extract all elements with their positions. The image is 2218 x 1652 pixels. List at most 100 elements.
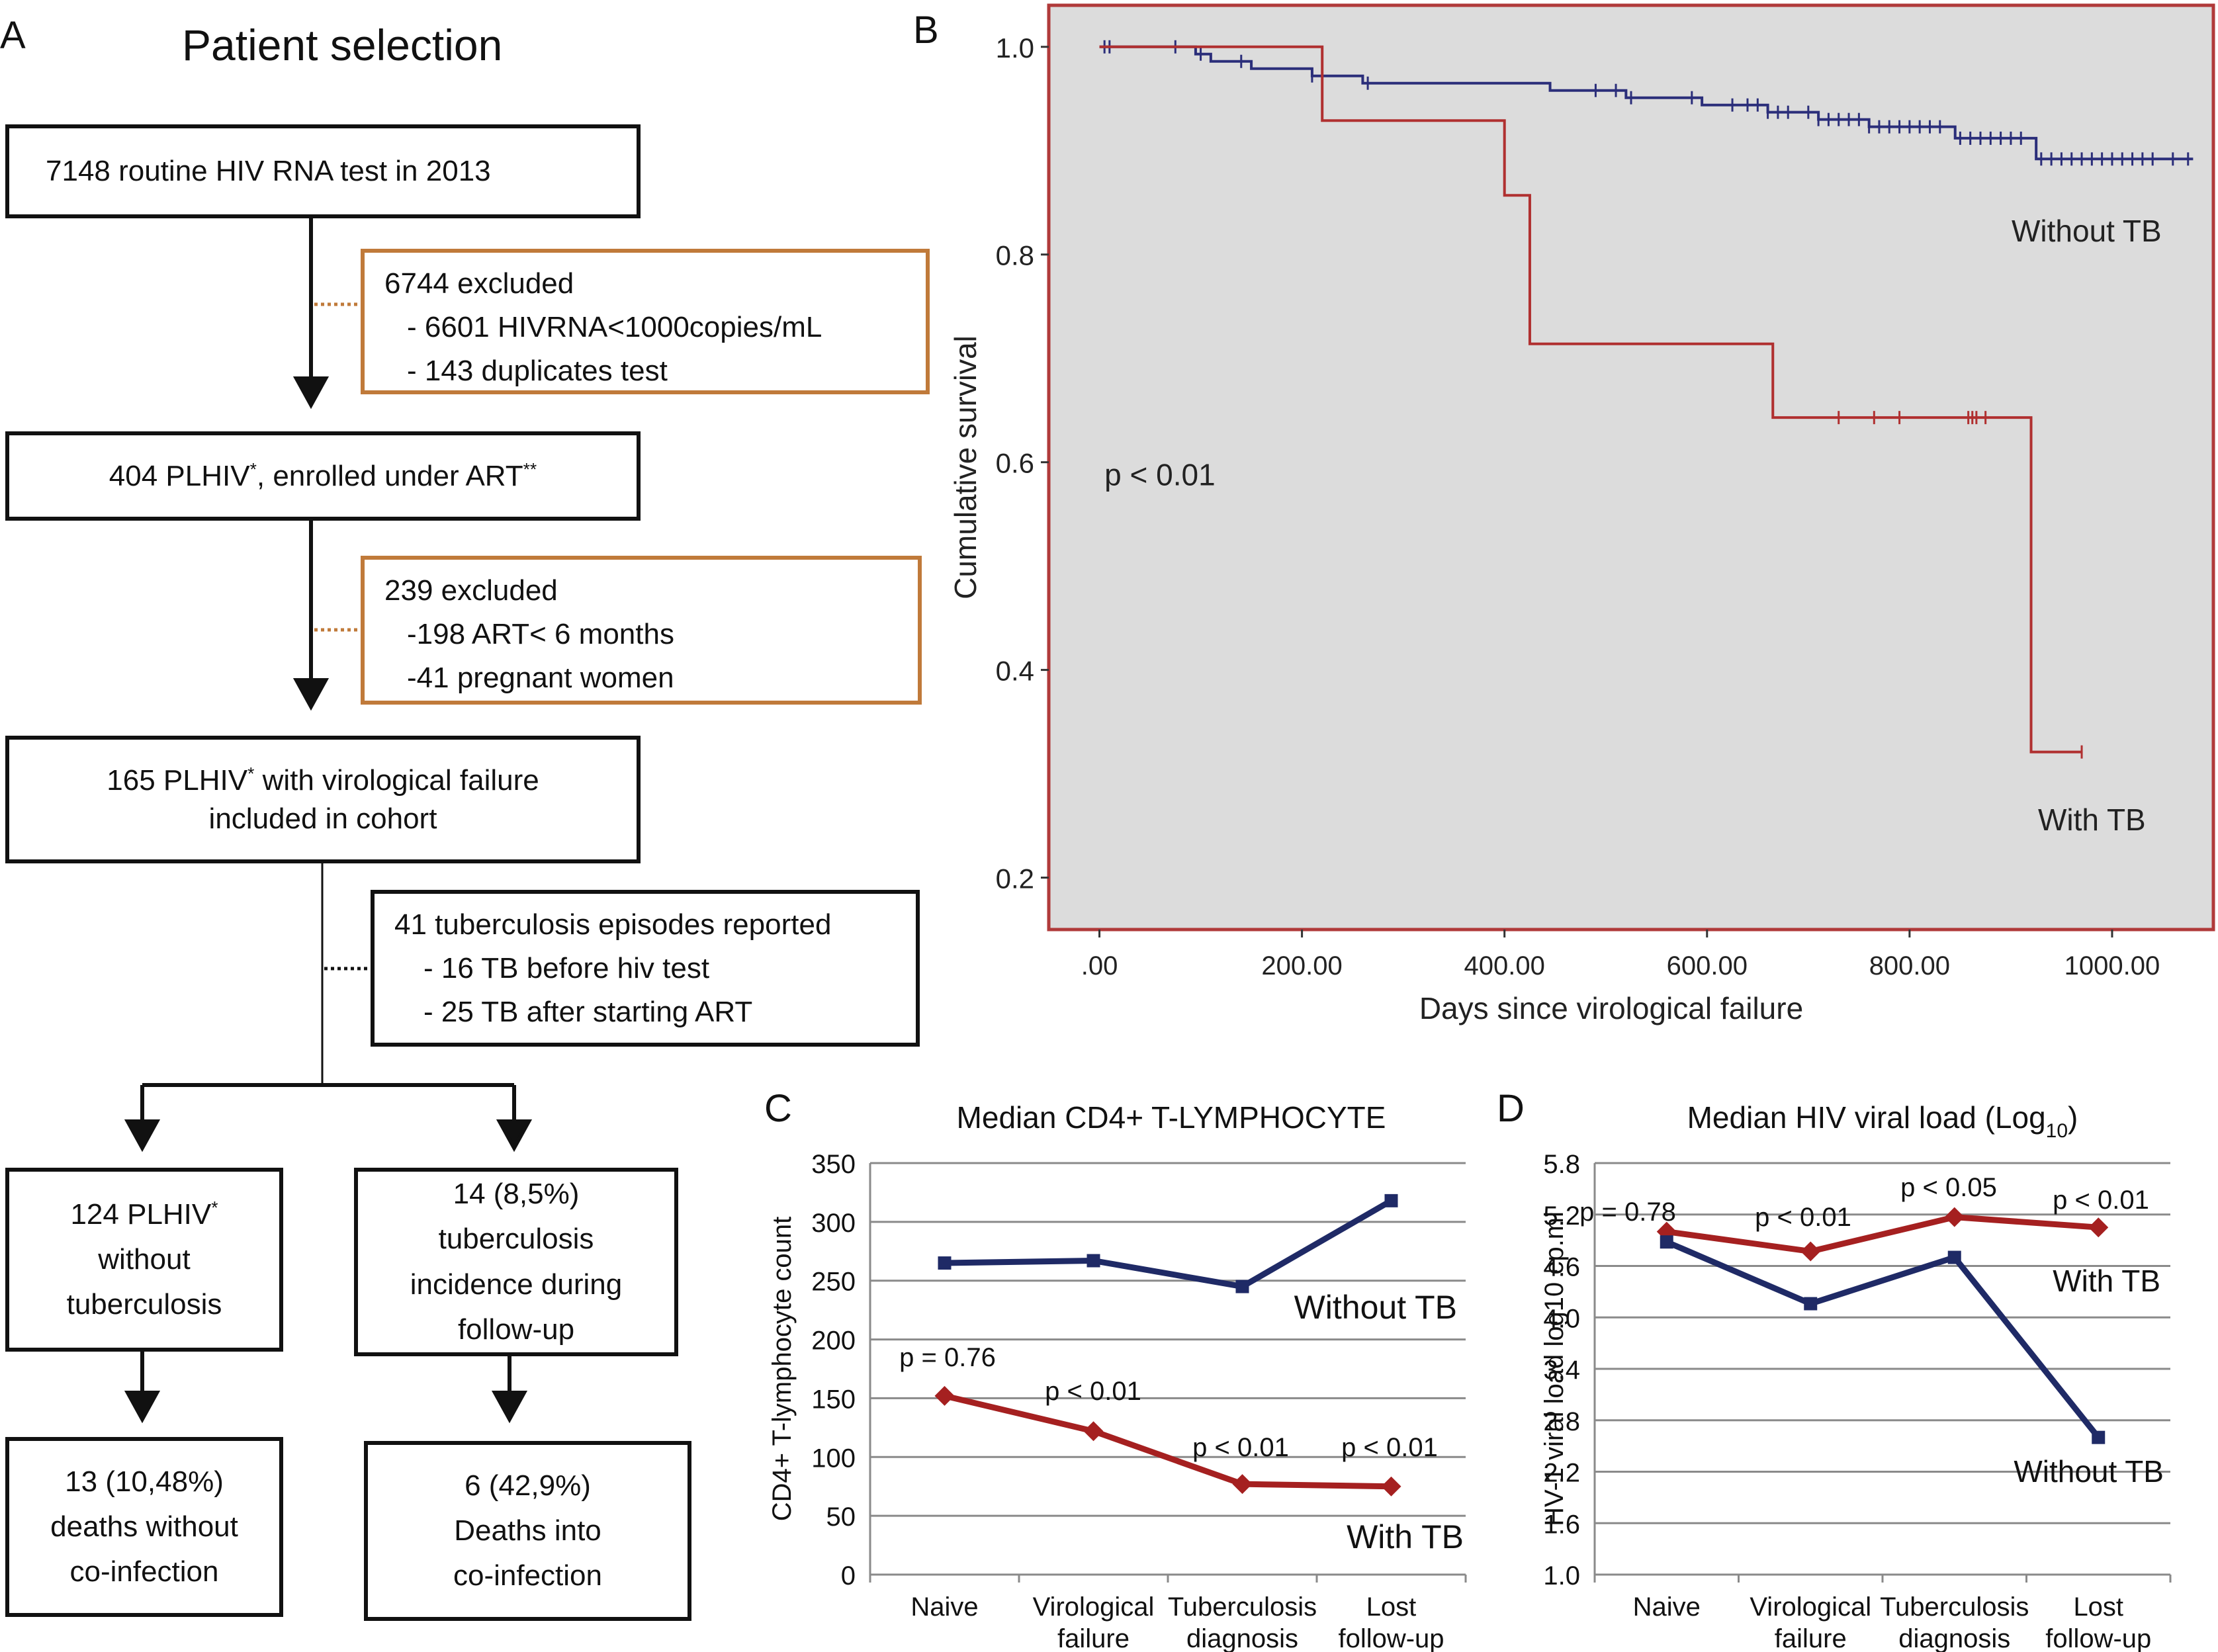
y-tick-label: 150 [811, 1385, 856, 1414]
survival-curve-without-tb [1099, 45, 2194, 161]
cohort-sup: * [247, 763, 255, 784]
excluded-1-item: - 143 duplicates test [407, 355, 668, 387]
series-line-without-tb [944, 1197, 1393, 1290]
arrow-left-out-head [124, 1391, 161, 1424]
y-tick-label: 100 [811, 1444, 856, 1473]
x-category-label: failure [1775, 1624, 1847, 1652]
x-axis-label: Days since virological failure [1419, 991, 1803, 1025]
patient-selection-title: Patient selection [182, 21, 503, 69]
p-value-label: p < 0.01 [1341, 1433, 1438, 1462]
series-line-without-tb [1665, 1239, 2101, 1440]
y-tick-label: 200 [811, 1326, 856, 1356]
series-label-without-tb: Without TB [2012, 214, 2162, 248]
panel-d-letter: D [1497, 1087, 1525, 1130]
chart-title: Median CD4+ T-LYMPHOCYTE [957, 1100, 1386, 1135]
box-cohort: 165 PLHIV* with virological failure incl… [5, 736, 641, 863]
y-axis-label: Cumulative survival [948, 335, 983, 599]
p-value-label: p = 0.78 [1579, 1197, 1676, 1227]
plot-area [1047, 3, 2215, 932]
y-tick-label: 4.6 [1543, 1253, 1580, 1282]
tb-incidence-line-4: follow-up [457, 1313, 575, 1346]
box-without-tb: 124 PLHIV* without tuberculosis [5, 1168, 283, 1352]
x-category-label: follow-up [1338, 1624, 1444, 1652]
p-value-label: p < 0.01 [1192, 1433, 1289, 1462]
y-tick-label: 4.0 [1543, 1304, 1580, 1333]
tb-incidence-line-2: tuberculosis [438, 1223, 594, 1256]
deaths-without-line-2: deaths without [50, 1510, 238, 1543]
excluded-2-item: -198 ART< 6 months [407, 618, 674, 650]
x-category-label: Tuberculosis [1168, 1592, 1317, 1622]
data-point-with-tb [2088, 1217, 2109, 1238]
p-value-label: p < 0.05 [1900, 1173, 1997, 1202]
box-routine-tests-text: 7148 routine HIV RNA test in 2013 [46, 155, 491, 187]
y-tick-label: 5.2 [1543, 1201, 1580, 1231]
tb-incidence-line-1: 14 (8,5%) [453, 1178, 580, 1211]
y-tick-label: 1.0 [1543, 1561, 1580, 1590]
x-category-label: Naive [1633, 1592, 1701, 1622]
x-category-label: Naive [910, 1592, 978, 1622]
arrow-head-1 [292, 376, 330, 410]
data-point-with-tb [1232, 1474, 1253, 1495]
enrolled-sup1: * [249, 458, 257, 479]
p-value-label: p = 0.76 [899, 1343, 996, 1372]
series-line-with-tb [944, 1393, 1392, 1490]
x-category-label: follow-up [2045, 1624, 2151, 1652]
box-routine-tests: 7148 routine HIV RNA test in 2013 [5, 124, 641, 218]
data-point-with-tb [1944, 1207, 1965, 1227]
data-point-with-tb [1381, 1476, 1401, 1497]
series-label-with-tb: With TB [2038, 803, 2146, 837]
cohort-line-2: included in cohort [208, 802, 437, 835]
y-tick-label: 300 [811, 1209, 856, 1238]
without-tb-pre: 124 PLHIV [70, 1197, 212, 1231]
deaths-without-line-1: 13 (10,48%) [65, 1465, 224, 1498]
series-line-with-tb [1666, 1214, 2099, 1254]
y-tick-label: 2.2 [1543, 1459, 1580, 1488]
y-tick-label: 0.2 [996, 863, 1034, 894]
survival-curve-with-tb [1099, 45, 2082, 754]
tb-item: - 16 TB before hiv test [423, 952, 710, 984]
data-point-without-tb [1384, 1194, 1398, 1207]
x-tick-label: 200.00 [1261, 951, 1342, 980]
box-excluded-1: 6744 excluded - 6601 HIVRNA<1000copies/m… [361, 249, 930, 394]
deaths-coinf-line-1: 6 (42,9%) [465, 1469, 591, 1502]
x-tick-label: .00 [1081, 951, 1118, 980]
without-tb-line-3: tuberculosis [66, 1288, 222, 1321]
p-value-label: p < 0.01 [2053, 1186, 2149, 1215]
y-tick-label: 0.8 [996, 240, 1034, 271]
x-tick-label: 400.00 [1464, 951, 1545, 980]
data-point-with-tb [1800, 1241, 1821, 1262]
p-value-label: p < 0.01 [1755, 1203, 1851, 1232]
tb-head: 41 tuberculosis episodes reported [394, 908, 832, 941]
data-point-with-tb [934, 1385, 955, 1406]
data-point-without-tb [1804, 1297, 1818, 1311]
y-tick-label: 350 [811, 1150, 856, 1179]
box-excluded-2: 239 excluded -198 ART< 6 months -41 preg… [361, 556, 922, 705]
x-category-label: Tuberculosis [1880, 1592, 2029, 1622]
excluded-2-item: -41 pregnant women [407, 662, 674, 694]
deaths-coinf-line-3: co-infection [453, 1559, 602, 1592]
x-category-label: diagnosis [1898, 1624, 2010, 1652]
deaths-coinf-line-2: Deaths into [454, 1514, 601, 1547]
x-category-label: Lost [2073, 1592, 2123, 1622]
y-tick-label: 1.6 [1543, 1510, 1580, 1539]
p-value-label: p < 0.01 [1045, 1377, 1141, 1406]
arrow-left-head [124, 1119, 161, 1152]
excluded-1-head: 6744 excluded [384, 267, 574, 300]
enrolled-sup2: ** [523, 458, 537, 479]
chart-title: Median HIV viral load (Log10) [1687, 1100, 2078, 1142]
tb-incidence-line-3: incidence during [410, 1268, 623, 1301]
series-label-with-tb: With TB [1347, 1518, 1464, 1555]
panel-c-letter: C [764, 1087, 792, 1130]
data-point-without-tb [1947, 1250, 1961, 1264]
x-tick-label: 800.00 [1869, 951, 1950, 980]
series-label-without-tb: Without TB [1294, 1289, 1457, 1326]
arrow-right-out-head [491, 1391, 528, 1424]
without-tb-line-1: 124 PLHIV* [70, 1192, 218, 1237]
panel-a-letter: A [0, 14, 26, 57]
enrolled-pre: 404 PLHIV [109, 459, 250, 492]
p-value-annotation: p < 0.01 [1104, 458, 1216, 492]
data-point-without-tb [2092, 1430, 2106, 1444]
x-category-label: failure [1057, 1624, 1130, 1652]
data-point-without-tb [1660, 1235, 1673, 1249]
